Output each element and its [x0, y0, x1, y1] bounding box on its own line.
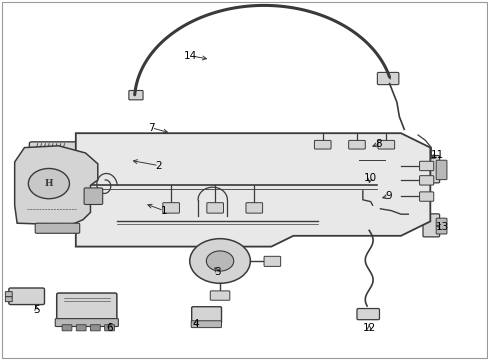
FancyBboxPatch shape — [359, 143, 364, 178]
Text: 3: 3 — [214, 267, 221, 277]
FancyBboxPatch shape — [62, 325, 72, 331]
FancyBboxPatch shape — [76, 325, 86, 331]
FancyBboxPatch shape — [97, 145, 107, 155]
FancyBboxPatch shape — [35, 223, 80, 233]
Circle shape — [28, 168, 69, 199]
FancyBboxPatch shape — [419, 176, 433, 185]
Text: 4: 4 — [192, 319, 199, 329]
FancyBboxPatch shape — [377, 140, 394, 149]
FancyBboxPatch shape — [314, 140, 330, 149]
FancyBboxPatch shape — [90, 325, 100, 331]
FancyBboxPatch shape — [419, 192, 433, 201]
Circle shape — [189, 239, 250, 283]
FancyBboxPatch shape — [5, 292, 12, 297]
Text: 2: 2 — [155, 161, 162, 171]
FancyBboxPatch shape — [191, 307, 221, 323]
Circle shape — [370, 207, 376, 211]
FancyBboxPatch shape — [264, 256, 280, 266]
FancyBboxPatch shape — [45, 182, 60, 190]
Text: 11: 11 — [430, 150, 444, 160]
FancyBboxPatch shape — [353, 224, 374, 233]
Text: 5: 5 — [33, 305, 40, 315]
FancyBboxPatch shape — [245, 203, 262, 213]
FancyBboxPatch shape — [206, 203, 223, 213]
FancyBboxPatch shape — [435, 160, 446, 180]
Polygon shape — [15, 146, 98, 225]
FancyBboxPatch shape — [9, 288, 44, 305]
Text: 6: 6 — [106, 323, 113, 333]
Text: 10: 10 — [363, 173, 376, 183]
Text: 1: 1 — [160, 206, 167, 216]
Circle shape — [206, 251, 233, 271]
FancyBboxPatch shape — [210, 291, 229, 300]
FancyBboxPatch shape — [29, 142, 100, 157]
FancyBboxPatch shape — [191, 321, 221, 328]
FancyBboxPatch shape — [348, 140, 365, 149]
FancyBboxPatch shape — [377, 72, 398, 85]
FancyBboxPatch shape — [55, 319, 118, 327]
FancyBboxPatch shape — [104, 325, 114, 331]
FancyBboxPatch shape — [163, 203, 179, 213]
FancyBboxPatch shape — [419, 161, 433, 171]
FancyBboxPatch shape — [422, 214, 439, 237]
FancyBboxPatch shape — [5, 297, 12, 302]
Text: 13: 13 — [435, 222, 448, 232]
FancyBboxPatch shape — [129, 90, 143, 100]
Text: 7: 7 — [148, 123, 155, 133]
FancyBboxPatch shape — [84, 188, 102, 204]
FancyBboxPatch shape — [379, 143, 384, 178]
Text: 9: 9 — [385, 191, 391, 201]
FancyBboxPatch shape — [350, 180, 374, 192]
FancyBboxPatch shape — [422, 156, 439, 183]
Text: 12: 12 — [362, 323, 375, 333]
FancyBboxPatch shape — [435, 218, 446, 234]
Text: 14: 14 — [183, 51, 197, 61]
Polygon shape — [76, 133, 429, 247]
Text: H: H — [44, 179, 53, 188]
Circle shape — [367, 204, 380, 213]
Text: 8: 8 — [375, 139, 382, 149]
FancyBboxPatch shape — [57, 293, 117, 322]
FancyBboxPatch shape — [356, 309, 379, 320]
